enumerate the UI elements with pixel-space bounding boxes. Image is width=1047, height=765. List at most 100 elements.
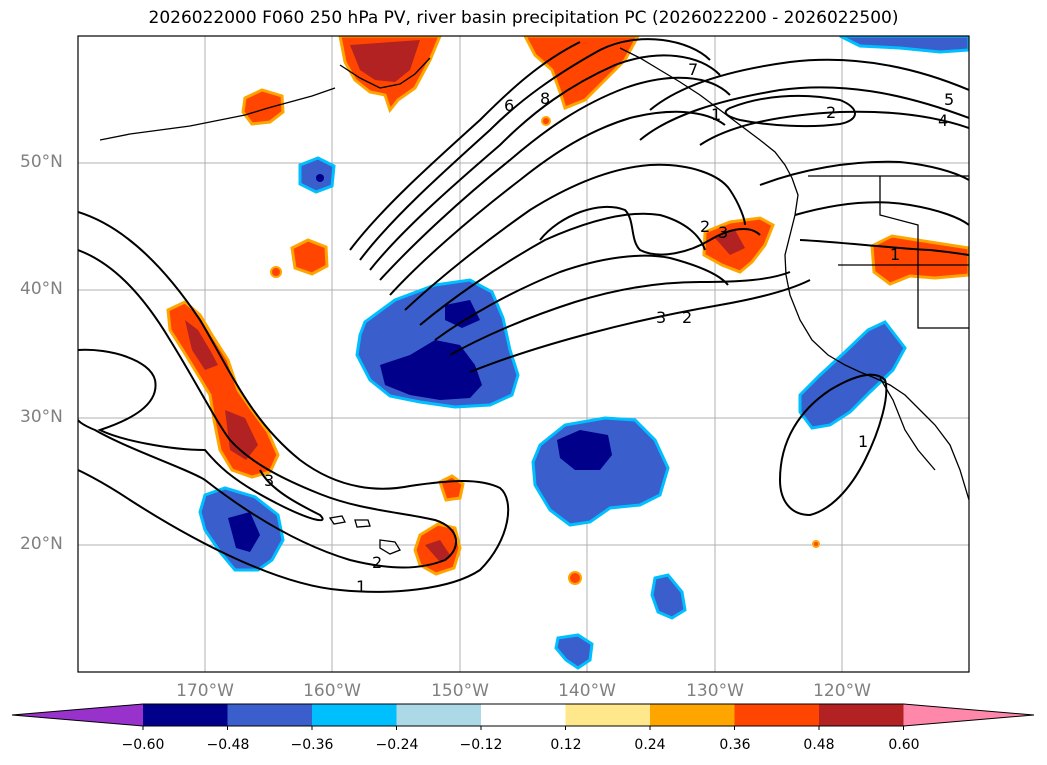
pv-contour-center-1 (349, 41, 581, 251)
colorbar-swatch (819, 704, 904, 726)
lon-label: 160°W (303, 681, 361, 701)
precip-patch-south-small-2 (554, 633, 594, 670)
colorbar-tick-label: 0.48 (803, 737, 835, 753)
colorbar-tick-label: −0.60 (121, 737, 165, 753)
pv-contour-center-4 (379, 76, 731, 281)
coastlines (99, 47, 969, 555)
coast-state-border-2 (917, 265, 969, 329)
colorbar-tick-label: −0.24 (375, 737, 419, 753)
contour-label: 5 (944, 90, 954, 109)
coast-hawaii-2 (354, 519, 371, 528)
coast-baja (879, 377, 936, 471)
contour-label: 2 (700, 217, 710, 236)
precip-core-central-pacific-2 (445, 300, 480, 328)
colorbar-tick-label: 0.12 (550, 737, 582, 753)
pv-contour-ne-1 (649, 58, 969, 111)
precip-patch-south-small-1 (650, 573, 687, 620)
pv-contour-ne-5 (794, 201, 969, 226)
pv-contour-east-1 (799, 239, 969, 256)
pv-contour-center-10 (469, 279, 811, 373)
pv-contour-center-6 (404, 163, 746, 311)
precip-core-small-north (316, 174, 324, 182)
contour-label: 3 (656, 308, 666, 327)
coast-alaska-south (339, 57, 431, 89)
contour-label: 3 (718, 223, 728, 242)
precip-patch-aleutian (241, 88, 285, 126)
contour-label: 8 (540, 89, 550, 108)
coast-hawaii-3 (379, 539, 401, 555)
pv-contour-center-2 (359, 38, 711, 261)
precip-patch-tiny-3 (812, 540, 820, 548)
precip-core-south-central (557, 430, 612, 470)
colorbar-swatch (227, 704, 313, 726)
contour-label: 7 (688, 60, 698, 79)
contour-label: 2 (682, 308, 692, 327)
contour-label: 1 (890, 245, 900, 264)
pv-contour-ne-closed (724, 94, 856, 128)
contour-label: 2 (372, 553, 382, 572)
pv-contours (78, 38, 969, 593)
lat-label: 30°N (20, 407, 63, 427)
pv-contour-center-5 (389, 110, 726, 296)
pv-contour-ne-3 (699, 110, 969, 146)
lat-label: 40°N (20, 279, 63, 299)
contour-label: 6 (504, 96, 514, 115)
coast-aleutians (99, 87, 336, 141)
pv-contour-outer-west (78, 211, 510, 593)
precip-patch-tiny-4 (541, 116, 551, 126)
figure-title: 2026022000 F060 250 hPa PV, river basin … (148, 8, 899, 28)
pv-contour-center-9 (449, 271, 791, 356)
colorbar-swatch (650, 704, 735, 726)
precip-core-central-pacific (380, 340, 482, 400)
lat-label: 20°N (20, 534, 63, 554)
colorbar-tick-label: 0.60 (888, 737, 920, 753)
contour-label: 1 (356, 577, 366, 596)
contour-labels: 1 2 3 6 8 7 2 5 4 3 2 1 1 1 2 3 (264, 60, 954, 596)
pv-contour-east-loop (778, 373, 888, 517)
precip-patch-baja (798, 320, 907, 430)
colorbar-swatch (734, 704, 820, 726)
precip-patch-tiny-2 (568, 571, 582, 585)
colorbar-tick-label: −0.36 (290, 737, 334, 753)
pv-contour-center-8 (434, 254, 729, 341)
precip-patch-tiny-1 (270, 266, 282, 278)
colorbar-tick-label: 0.24 (634, 737, 666, 753)
colorbar-swatch (481, 704, 566, 726)
lon-label: 150°W (431, 681, 489, 701)
coast-bc (619, 47, 969, 501)
pv-contour-center-7 (419, 212, 706, 326)
colorbar-extend-max (903, 704, 1034, 726)
colorbar-extend-min (12, 704, 143, 726)
colorbar-tick-label: −0.48 (206, 737, 250, 753)
contour-label: 3 (264, 471, 274, 490)
precip-core-western-south (228, 512, 260, 552)
precip-patch-bc-north (523, 36, 640, 110)
colorbar-swatch (312, 704, 397, 726)
coast-state-border-1 (879, 176, 919, 265)
lat-label: 50°N (20, 152, 63, 172)
precip-core-west-band-2 (225, 410, 258, 460)
pv-contour-trough (539, 205, 761, 256)
pv-contour-inner-west (78, 249, 458, 569)
contour-label: 2 (826, 103, 836, 122)
contour-label: 1 (858, 432, 868, 451)
coast-hawaii-1 (328, 515, 346, 525)
colorbar-swatch (396, 704, 482, 726)
lon-label: 120°W (813, 681, 871, 701)
contour-label: 1 (711, 105, 721, 124)
precip-core-alaska (350, 40, 420, 82)
lon-label: 140°W (558, 681, 616, 701)
colorbar-tick-label: −0.12 (459, 737, 503, 753)
colorbar-tick-label: 0.36 (719, 737, 751, 753)
lon-label: 170°W (176, 681, 234, 701)
precip-patch-mid-pacific (290, 238, 329, 276)
precip-patch-northeast (839, 36, 969, 54)
colorbar (11, 703, 1035, 730)
map-frame (77, 35, 970, 673)
pv-contour-ne-4 (759, 160, 969, 186)
precip-core-west-band (185, 320, 218, 370)
colorbar-swatch (143, 704, 228, 726)
precip-patch-small-north (298, 156, 336, 194)
colorbar-swatch (565, 704, 651, 726)
